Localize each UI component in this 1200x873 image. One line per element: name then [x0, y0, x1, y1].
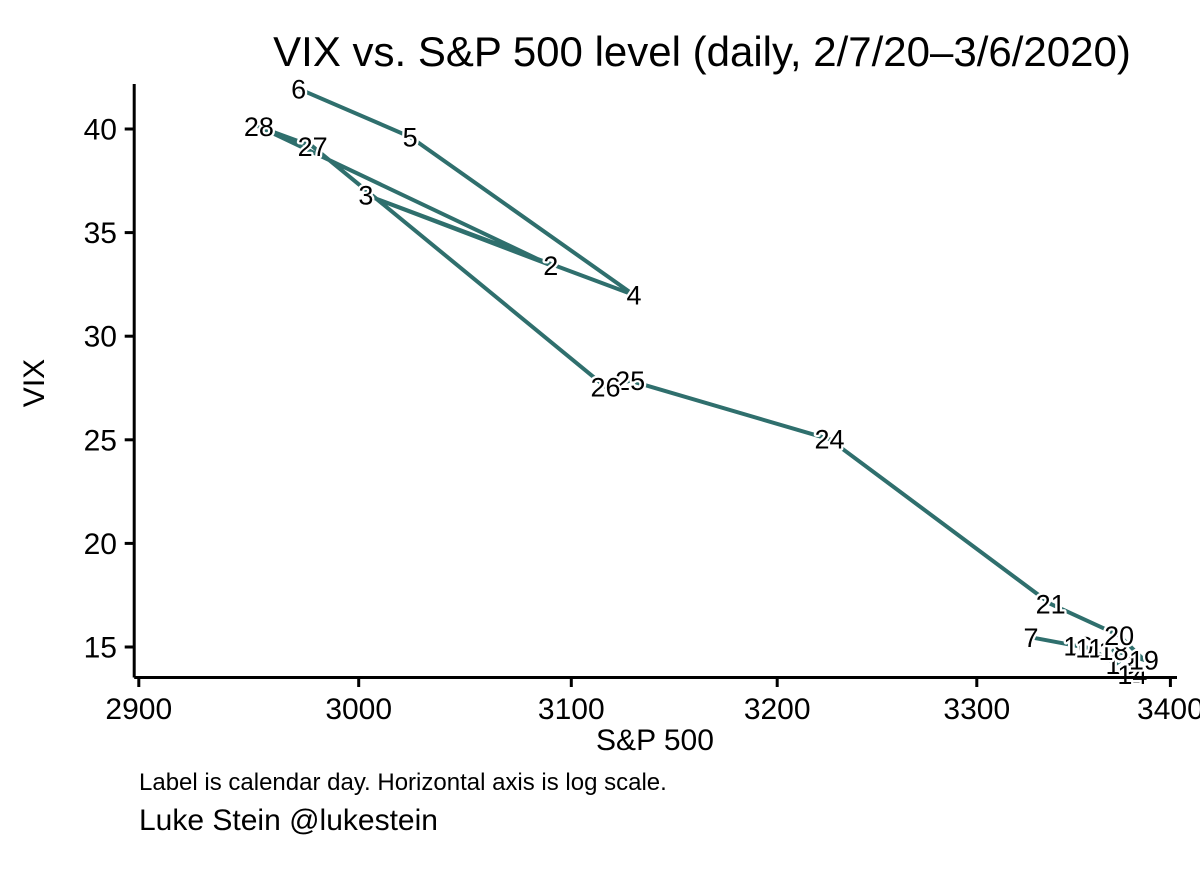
x-tick-label-3100: 3100: [538, 693, 605, 726]
point-label-7: 7: [1023, 623, 1038, 653]
axis-lines: [132, 84, 1177, 679]
footnote: Label is calendar day. Horizontal axis i…: [139, 769, 667, 796]
point-label-3: 3: [358, 180, 373, 210]
point-label-24: 24: [814, 425, 844, 455]
y-tick-label-20: 20: [84, 528, 117, 561]
point-label-12: 12: [1116, 659, 1146, 689]
x-tick-label-3300: 3300: [943, 693, 1010, 726]
point-label-19: 19: [1129, 645, 1159, 675]
x-tick-label-3000: 3000: [325, 693, 392, 726]
point-label-20: 20: [1104, 621, 1134, 651]
y-tick-label-35: 35: [84, 217, 117, 250]
chart-title: VIX vs. S&P 500 level (daily, 2/7/20–3/6…: [273, 28, 1131, 75]
point-label-14: 14: [1117, 660, 1147, 690]
point-label-27: 27: [298, 132, 328, 162]
point-label-18: 18: [1098, 636, 1128, 666]
y-tick-label-15: 15: [84, 632, 117, 665]
point-label-4: 4: [626, 280, 641, 310]
x-tick-label-3400: 3400: [1137, 693, 1200, 726]
point-label-21: 21: [1036, 589, 1066, 619]
series-line: [256, 86, 1146, 677]
point-label-25: 25: [615, 366, 645, 396]
point-label-10: 10: [1063, 632, 1093, 662]
x-tick-label-2900: 2900: [105, 693, 172, 726]
y-tick-label-30: 30: [84, 321, 117, 354]
y-tick-label-40: 40: [84, 114, 117, 147]
point-label-5: 5: [403, 122, 418, 152]
point-label-28: 28: [244, 112, 274, 142]
y-axis-label: VIX: [18, 359, 51, 407]
point-label-11: 11: [1075, 633, 1103, 663]
point-label-2: 2: [543, 251, 558, 281]
credit: Luke Stein @lukestein: [139, 804, 438, 837]
x-tick-label-3200: 3200: [744, 693, 811, 726]
x-axis-label: S&P 500: [596, 724, 714, 757]
y-tick-label-25: 25: [84, 424, 117, 457]
point-label-6: 6: [291, 74, 306, 104]
point-label-26: 26: [590, 372, 620, 402]
